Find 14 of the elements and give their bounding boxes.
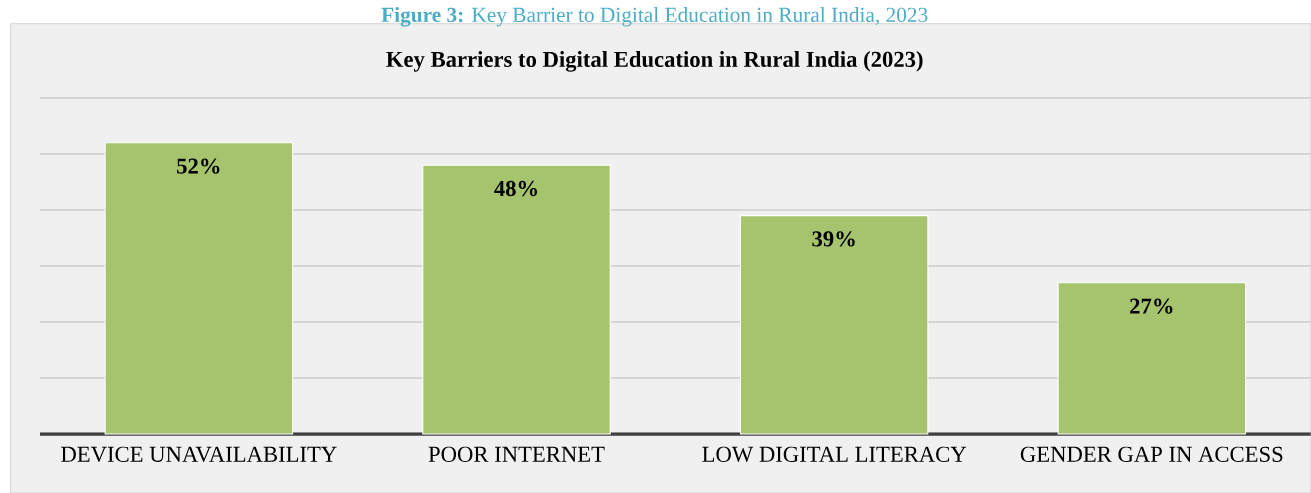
bar — [104, 142, 294, 435]
data-label: 48% — [494, 180, 538, 197]
data-label: 39% — [812, 231, 855, 247]
bar — [422, 164, 611, 435]
x-tick-label: DEVICE UNAVAILABILITY — [61, 446, 337, 463]
text: Figure 3: Key Barrier to Digital Education in Rural India, 2023 — [381, 7, 928, 27]
chart-title: Key Barriers to Digital Education in Rural India (2023) — [386, 51, 923, 72]
x-tick-label: GENDER GAP IN ACCESS — [1020, 446, 1283, 462]
bar — [739, 215, 929, 435]
data-label: 27% — [1130, 298, 1173, 314]
x-tick-label: LOW DIGITAL LITERACY — [702, 446, 967, 463]
bar — [1057, 282, 1247, 435]
data-label: 52% — [177, 158, 220, 174]
x-tick-label: POOR INTERNET — [428, 446, 605, 462]
